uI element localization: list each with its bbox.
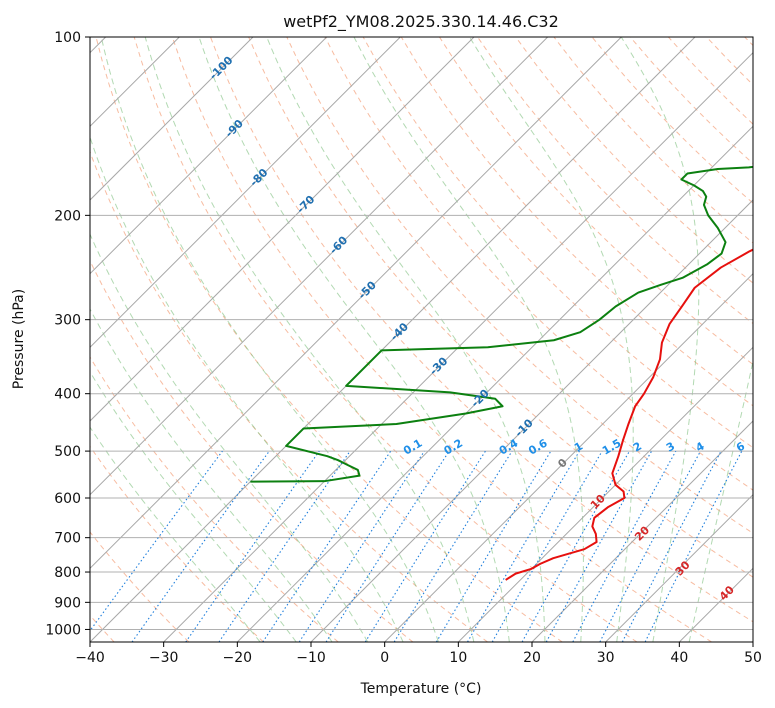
moist-adiabats	[90, 37, 753, 642]
chart-title: wetPf2_YM08.2025.330.14.46.C32	[283, 12, 559, 32]
dry-adiabat	[90, 445, 264, 642]
mixing-ratio-line	[325, 450, 450, 642]
pressure-gridlines	[90, 37, 753, 630]
isotherm-line	[457, 346, 753, 642]
moist-adiabat	[620, 37, 700, 642]
dry-adiabat	[133, 37, 638, 642]
dry-adiabat	[95, 37, 563, 642]
mixing-ratio-line	[644, 450, 743, 642]
dry-adiabat	[90, 356, 339, 642]
mixing-ratio-line	[545, 450, 653, 642]
isotherm-line	[531, 420, 753, 642]
x-tick-label: −40	[75, 650, 105, 666]
isotherm-line	[90, 37, 475, 422]
x-tick-label: 30	[597, 650, 615, 666]
temperature-profile-line	[505, 248, 753, 581]
mixing-ratio-line	[521, 450, 630, 642]
moist-adiabat	[90, 370, 297, 642]
mixing-ratio-line	[298, 450, 425, 642]
moist-adiabat	[266, 37, 546, 642]
moist-adiabat	[100, 37, 439, 642]
dewpoint-profile-line	[250, 165, 753, 483]
y-tick-label: 300	[54, 313, 81, 329]
x-axis-label: Temperature (°C)	[360, 681, 482, 697]
mixing-ratio-lines	[90, 450, 743, 642]
moist-adiabat	[353, 37, 584, 642]
y-tick-label: 700	[54, 531, 81, 547]
y-tick-label: 500	[54, 444, 81, 460]
x-tick-label: 0	[380, 650, 389, 666]
y-tick-label: 900	[54, 595, 81, 611]
isotherm-line	[90, 37, 328, 275]
mixing-ratio-line	[185, 450, 320, 642]
y-tick-label: 100	[54, 30, 81, 46]
y-axis-label: Pressure (hPa)	[11, 289, 27, 389]
isotherms	[90, 37, 753, 642]
moist-adiabat	[198, 37, 510, 642]
y-tick-label: 400	[54, 387, 81, 403]
isotherm-line	[163, 51, 753, 642]
moist-adiabat	[90, 135, 404, 642]
moist-adiabat	[688, 358, 753, 642]
mixing-ratio-line	[262, 450, 392, 642]
moist-adiabat	[90, 426, 261, 642]
isotherm-line	[236, 125, 753, 642]
plot-frame	[89, 36, 754, 643]
x-tick-label: −30	[149, 650, 179, 666]
dry-adiabat	[90, 150, 488, 642]
moist-adiabat	[90, 233, 369, 642]
mixing-ratio-line	[393, 450, 513, 642]
dry-adiabat	[171, 37, 712, 642]
isotherm-line	[90, 37, 549, 496]
x-tick-label: 50	[744, 650, 762, 666]
y-tick-label: 800	[54, 565, 81, 581]
dry-adiabat	[248, 37, 753, 578]
dry-adiabat	[515, 37, 753, 284]
y-tick-label: 200	[54, 208, 81, 224]
mixing-ratio-line	[131, 450, 270, 642]
dry-adiabat	[400, 37, 753, 407]
x-tick-label: 10	[449, 650, 467, 666]
mixing-ratio-line	[218, 450, 351, 642]
isotherm-line	[605, 493, 753, 642]
y-tick-label: 600	[54, 491, 81, 507]
moist-adiabat	[90, 308, 333, 642]
profile-lines	[250, 165, 753, 581]
isotherm-line	[90, 37, 401, 349]
y-axis-ticks: 100 200 300 400 500 600 700 800 900 1000	[45, 30, 90, 638]
isotherm-line	[90, 37, 254, 201]
dry-adiabat	[90, 531, 190, 642]
isotherm-line	[90, 37, 622, 570]
x-tick-label: −20	[223, 650, 253, 666]
isotherm-line	[310, 199, 753, 642]
x-axis-ticks: −40 −30 −20 −10 0 10 20 30 40 50	[75, 642, 762, 666]
mixing-ratio-line	[572, 450, 677, 642]
x-tick-label: 20	[523, 650, 541, 666]
dry-adiabat	[439, 37, 753, 366]
mixing-ratio-line	[90, 450, 223, 632]
x-tick-label: −10	[296, 650, 326, 666]
dry-adiabat	[210, 37, 753, 623]
isotherm-line	[90, 37, 696, 642]
isotherm-line	[384, 272, 753, 642]
y-tick-label: 1000	[45, 622, 81, 638]
moist-adiabat	[144, 37, 475, 642]
x-tick-label: 40	[670, 650, 688, 666]
